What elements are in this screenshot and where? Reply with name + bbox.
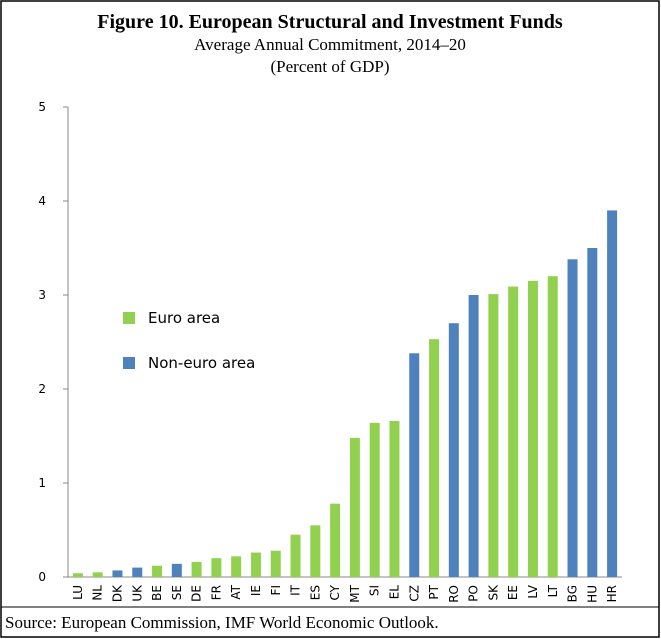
- bar: [92, 572, 103, 577]
- bar: [429, 339, 440, 577]
- bar: [587, 248, 598, 577]
- x-tick-label: CZ: [407, 585, 421, 602]
- bar: [290, 534, 301, 577]
- x-tick-label: HU: [585, 585, 599, 603]
- x-tick-label: NL: [91, 585, 105, 601]
- bar: [369, 422, 380, 577]
- x-tick-label: SI: [368, 585, 382, 596]
- legend-label: Non-euro area: [148, 354, 255, 372]
- y-tick-label: 1: [38, 476, 46, 490]
- legend-swatch: [123, 312, 135, 324]
- bar: [112, 570, 123, 577]
- x-tick-label: AT: [229, 584, 243, 599]
- x-tick-label: SE: [170, 585, 184, 600]
- x-tick-label: IT: [289, 584, 303, 596]
- bar: [270, 550, 281, 577]
- bar: [349, 437, 360, 577]
- bar: [389, 420, 400, 577]
- bar: [132, 567, 143, 577]
- bar: [250, 552, 261, 577]
- bar: [152, 565, 163, 577]
- bar: [508, 286, 519, 577]
- x-tick-label: SK: [486, 584, 500, 601]
- y-tick-label: 3: [38, 288, 46, 302]
- x-tick-label: ES: [308, 585, 322, 600]
- bar: [191, 561, 202, 577]
- y-tick-label: 4: [38, 194, 46, 208]
- bar: [567, 259, 578, 577]
- bar: [547, 276, 558, 577]
- chart-subtitle: Average Annual Commitment, 2014–20: [194, 35, 466, 54]
- x-tick-label: UK: [130, 584, 144, 602]
- x-tick-label: RO: [447, 585, 461, 603]
- x-tick-label: FI: [269, 585, 283, 595]
- bar: [231, 556, 242, 577]
- x-tick-label: MT: [348, 584, 362, 602]
- chart-title: Figure 10. European Structural and Inves…: [97, 11, 563, 33]
- bar: [468, 295, 479, 577]
- x-tick-label: DE: [190, 585, 204, 602]
- bar: [211, 558, 222, 577]
- y-tick-label: 2: [38, 382, 46, 396]
- bar: [171, 563, 182, 577]
- x-tick-label: LU: [71, 585, 85, 600]
- x-tick-label: FR: [209, 585, 223, 600]
- x-tick-label: EE: [506, 585, 520, 600]
- x-tick-label: PO: [467, 585, 481, 602]
- y-tick-label: 5: [38, 100, 46, 114]
- x-tick-label: DK: [110, 584, 124, 602]
- x-tick-label: BE: [150, 585, 164, 601]
- bar: [72, 573, 83, 577]
- x-tick-label: LT: [546, 584, 560, 597]
- x-tick-label: LV: [526, 584, 540, 598]
- bar: [448, 323, 459, 577]
- x-tick-label: PT: [427, 584, 441, 599]
- bar: [409, 353, 420, 577]
- x-tick-label: HR: [605, 585, 619, 602]
- bar: [488, 294, 499, 577]
- x-tick-label: EL: [387, 585, 401, 600]
- legend-label: Euro area: [148, 309, 220, 327]
- source: Source: European Commission, IMF World E…: [5, 613, 439, 632]
- bar: [527, 280, 538, 577]
- y-tick-label: 0: [38, 570, 46, 584]
- legend-swatch: [123, 357, 135, 369]
- x-tick-label: BG: [566, 585, 580, 602]
- bar: [330, 503, 341, 577]
- chart-units: (Percent of GDP): [271, 57, 390, 76]
- bar: [310, 525, 321, 577]
- bar: [607, 210, 618, 577]
- x-tick-label: CY: [328, 584, 342, 600]
- x-tick-label: IE: [249, 585, 263, 596]
